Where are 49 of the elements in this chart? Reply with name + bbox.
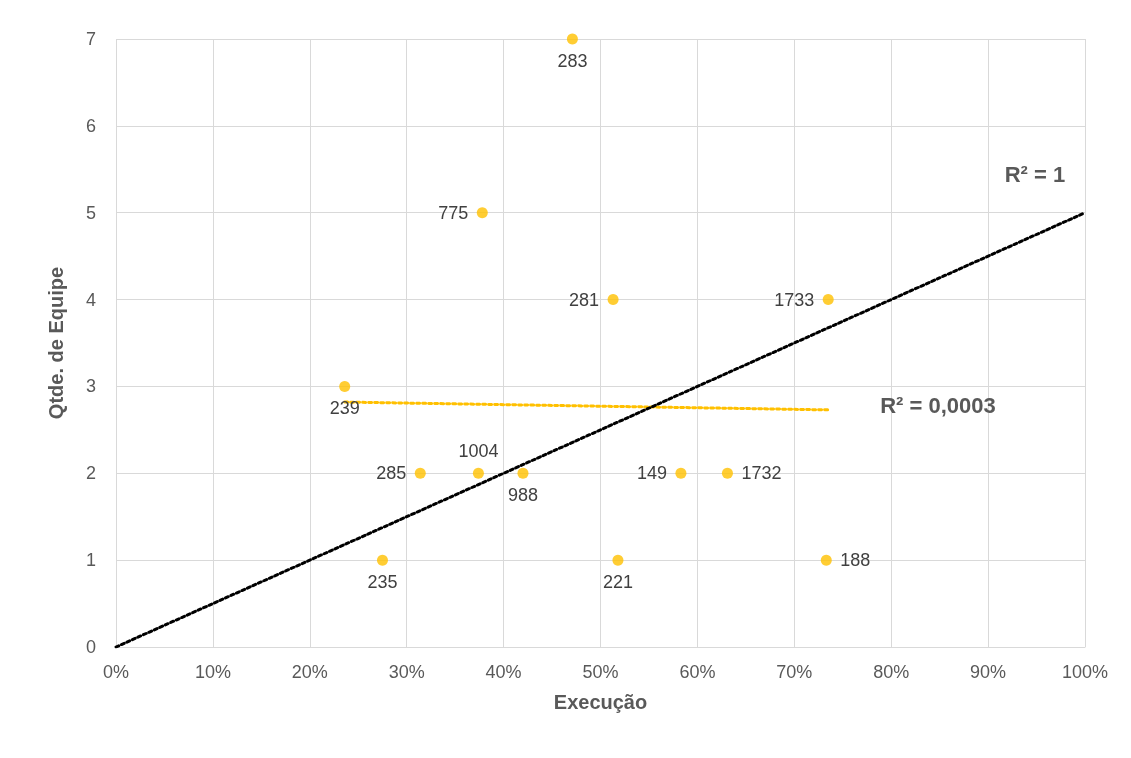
annotation: 1732 [741, 463, 782, 484]
x-tick-label: 0% [102, 662, 130, 682]
point [607, 294, 619, 306]
point [820, 554, 832, 566]
annotation: R² = 1 [1004, 162, 1066, 188]
point [476, 207, 488, 219]
x-tick-label: 50% [582, 662, 619, 682]
annotation: 221 [602, 572, 633, 593]
point [675, 467, 687, 479]
point [822, 294, 834, 306]
point [721, 467, 733, 479]
y-tick-label: 6 [85, 115, 96, 136]
x-tick-label: 70% [776, 662, 813, 682]
y-tick-label: 4 [85, 289, 96, 310]
annotation: 235 [367, 572, 398, 593]
annotation: 149 [636, 463, 667, 484]
annotation: R² = 0,0003 [880, 393, 996, 419]
x-tick-label: 40% [485, 662, 522, 682]
y-tick-label: 1 [85, 550, 96, 571]
annotation: 285 [376, 463, 407, 484]
point [566, 33, 578, 45]
annotation: 988 [507, 485, 538, 506]
annotation: 1004 [458, 441, 499, 462]
point [612, 554, 624, 566]
y-tick-label: 0 [85, 637, 96, 657]
x-tick-label: 100% [1061, 662, 1109, 682]
x-tick-label: 90% [970, 662, 1007, 682]
point [339, 380, 351, 392]
annotation: 283 [557, 51, 588, 71]
x-axis-title: Execução [553, 691, 648, 713]
point [517, 467, 529, 479]
point [414, 467, 426, 479]
y-axis-title: Qtde. de Equipe [45, 266, 67, 420]
x-tick-label: 80% [873, 662, 910, 682]
annotation: 1733 [774, 289, 815, 310]
y-tick-label: 7 [85, 29, 96, 49]
y-tick-label: 2 [85, 463, 96, 484]
x-tick-label: 20% [291, 662, 328, 682]
x-tick-label: 10% [194, 662, 231, 682]
point [376, 554, 388, 566]
annotation: 281 [569, 289, 600, 310]
annotation: 239 [329, 398, 360, 419]
annotation: 775 [438, 202, 469, 223]
annotation: 188 [840, 550, 871, 571]
point [472, 467, 484, 479]
y-tick-label: 3 [85, 376, 96, 397]
y-tick-label: 5 [85, 202, 96, 223]
x-tick-label: 30% [388, 662, 425, 682]
x-tick-label: 60% [679, 662, 716, 682]
